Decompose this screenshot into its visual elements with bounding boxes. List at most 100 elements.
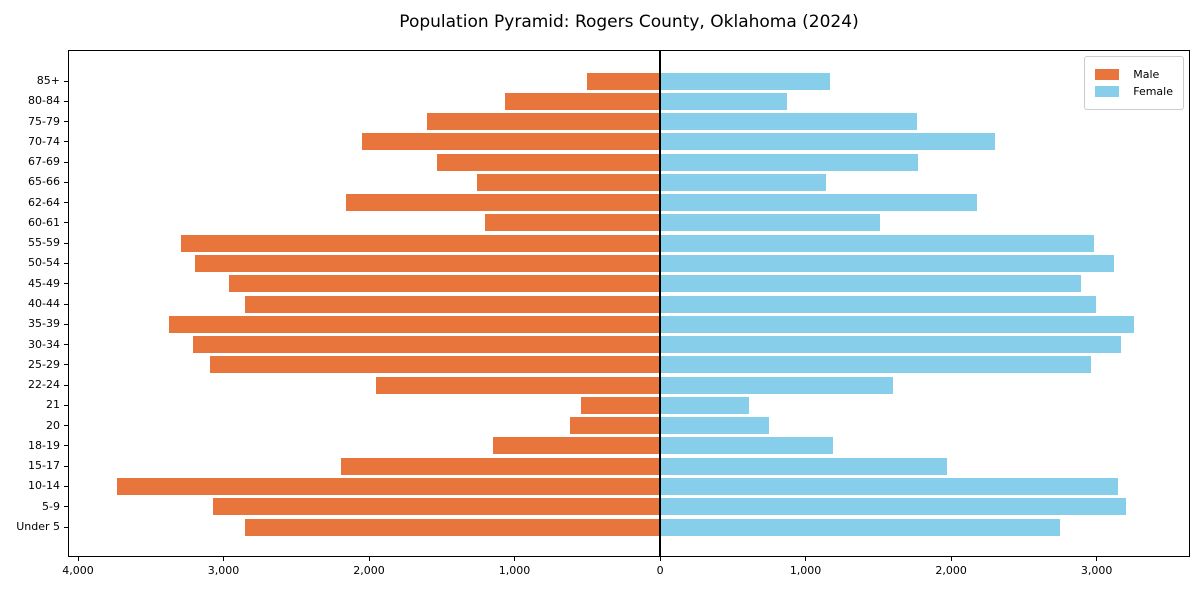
y-tick-mark: [64, 121, 68, 123]
x-axis-tick-label: 1,000: [498, 564, 531, 577]
bar-female-65-66: [660, 173, 826, 191]
y-axis-label-5-9: 5-9: [42, 499, 60, 513]
bar-male-25-29: [210, 356, 661, 374]
bar-female-30-34: [660, 336, 1121, 354]
x-axis-tick-label: 3,000: [1080, 564, 1113, 577]
x-axis-tick-label: 1,000: [789, 564, 822, 577]
y-axis-label-40-44: 40-44: [28, 297, 60, 310]
bar-female-35-39: [660, 315, 1134, 333]
y-tick-mark: [64, 485, 68, 487]
bar-male-under-5: [244, 518, 661, 536]
y-tick-mark: [64, 384, 68, 386]
x-axis-tick-label: 2,000: [935, 564, 967, 577]
bar-female-under-5: [660, 518, 1061, 536]
y-axis-label-18-19: 18-19: [28, 438, 60, 452]
x-tick-mark: [659, 557, 661, 561]
bar-male-55-59: [181, 234, 661, 252]
bar-male-80-84: [505, 92, 661, 110]
legend-item-female: Female: [1095, 85, 1173, 98]
y-tick-mark: [64, 222, 68, 224]
bar-female-5-9: [660, 498, 1126, 516]
y-tick-mark: [64, 303, 68, 305]
y-axis-label-62-64: 62-64: [28, 195, 60, 209]
y-tick-mark: [64, 242, 68, 244]
bar-female-45-49: [660, 275, 1082, 293]
y-tick-mark: [64, 344, 68, 346]
male-swatch-icon: [1095, 69, 1120, 80]
x-tick-mark: [223, 557, 225, 561]
y-axis-label-55-59: 55-59: [28, 236, 60, 250]
bar-female-50-54: [660, 254, 1115, 272]
bar-male-50-54: [195, 254, 661, 272]
bar-female-25-29: [660, 356, 1092, 374]
y-tick-mark: [64, 181, 68, 183]
x-tick-mark: [805, 557, 807, 561]
y-tick-mark: [64, 526, 68, 528]
y-axis-label-85+: 85+: [36, 74, 60, 87]
x-axis-tick-label: 2,000: [353, 564, 385, 577]
y-tick-mark: [64, 465, 68, 467]
y-axis-label-70-74: 70-74: [28, 134, 60, 148]
y-axis-label-67-69: 67-69: [28, 155, 60, 169]
x-axis-tick-label: 0: [656, 564, 664, 577]
y-axis-label-10-14: 10-14: [28, 479, 60, 493]
y-tick-mark: [64, 506, 68, 508]
bar-male-20: [569, 417, 661, 435]
y-axis-label-15-17: 15-17: [28, 459, 60, 473]
y-axis-label-20: 20: [46, 418, 60, 432]
y-tick-mark: [64, 262, 68, 264]
y-axis-label-45-49: 45-49: [28, 276, 60, 290]
bar-female-10-14: [660, 477, 1118, 495]
y-tick-mark: [64, 425, 68, 427]
bar-female-15-17: [660, 457, 947, 475]
y-tick-mark: [64, 161, 68, 163]
bar-male-10-14: [117, 477, 661, 495]
y-tick-mark: [64, 100, 68, 102]
bar-female-60-61: [660, 214, 880, 232]
bar-female-21: [660, 396, 749, 414]
bar-female-62-64: [660, 194, 978, 212]
bar-male-67-69: [436, 153, 661, 171]
bar-female-20: [660, 417, 770, 435]
legend-label-male: Male: [1133, 68, 1160, 81]
bar-male-65-66: [476, 173, 661, 191]
y-axis-label-65-66: 65-66: [28, 175, 60, 189]
y-axis-label-75-79: 75-79: [28, 114, 60, 128]
female-swatch-icon: [1095, 86, 1120, 97]
bar-male-21: [580, 396, 661, 414]
x-tick-mark: [77, 557, 79, 561]
y-axis-label-35-39: 35-39: [28, 317, 60, 331]
y-tick-mark: [64, 202, 68, 204]
bar-female-80-84: [660, 92, 788, 110]
bar-male-62-64: [345, 194, 661, 212]
bar-male-22-24: [376, 376, 661, 394]
bar-male-60-61: [485, 214, 661, 232]
zero-axis-line: [659, 50, 661, 557]
legend: Male Female: [1084, 56, 1184, 110]
bar-female-85+: [660, 72, 830, 90]
bar-male-18-19: [493, 437, 661, 455]
legend-label-female: Female: [1133, 85, 1173, 98]
bar-female-55-59: [660, 234, 1094, 252]
bar-male-40-44: [245, 295, 661, 313]
bar-female-22-24: [660, 376, 893, 394]
y-axis-label-21: 21: [46, 398, 60, 412]
x-axis-tick-label: 4,000: [62, 564, 94, 577]
y-tick-mark: [64, 445, 68, 447]
y-axis-label-80-84: 80-84: [28, 94, 60, 108]
bar-female-18-19: [660, 437, 834, 455]
y-axis-label-25-29: 25-29: [28, 357, 60, 371]
x-tick-mark: [368, 557, 370, 561]
bar-female-75-79: [660, 113, 917, 131]
y-tick-mark: [64, 283, 68, 285]
bar-male-70-74: [361, 133, 661, 151]
y-tick-mark: [64, 80, 68, 82]
y-axis-label-22-24: 22-24: [28, 378, 60, 392]
x-tick-mark: [514, 557, 516, 561]
bar-female-70-74: [660, 133, 995, 151]
bar-female-40-44: [660, 295, 1096, 313]
bar-male-15-17: [340, 457, 661, 475]
x-axis-tick-label: 3,000: [207, 564, 240, 577]
bar-male-5-9: [212, 498, 661, 516]
